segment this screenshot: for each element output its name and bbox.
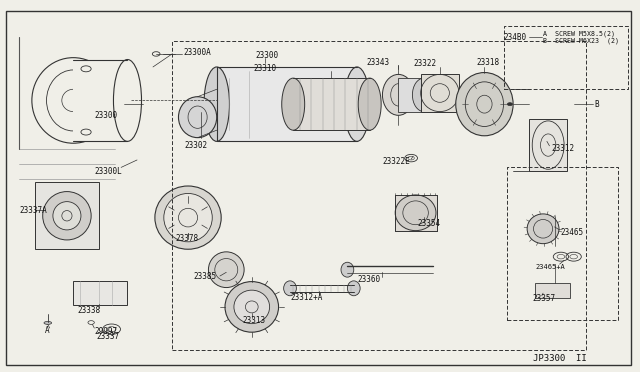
Ellipse shape xyxy=(341,262,354,277)
Text: 23310: 23310 xyxy=(253,64,277,73)
Text: 23318: 23318 xyxy=(477,58,500,67)
Text: 23343: 23343 xyxy=(367,58,390,67)
Ellipse shape xyxy=(204,67,230,141)
Text: 23313: 23313 xyxy=(242,316,266,325)
Text: A  SCREW M5X8.5(2): A SCREW M5X8.5(2) xyxy=(543,30,615,37)
Bar xyxy=(395,195,436,231)
Ellipse shape xyxy=(155,186,221,249)
Text: 234B0: 234B0 xyxy=(504,33,527,42)
Text: 23465+A: 23465+A xyxy=(536,264,565,270)
Bar xyxy=(529,119,567,171)
Ellipse shape xyxy=(44,321,52,324)
Ellipse shape xyxy=(348,281,360,296)
Text: 23312: 23312 xyxy=(551,144,575,153)
Text: 23360: 23360 xyxy=(357,275,380,284)
Ellipse shape xyxy=(344,67,370,141)
Ellipse shape xyxy=(53,202,81,230)
Bar xyxy=(398,78,424,112)
Ellipse shape xyxy=(225,282,278,332)
Ellipse shape xyxy=(43,192,91,240)
Text: 23312+A: 23312+A xyxy=(290,293,323,302)
Ellipse shape xyxy=(164,193,212,242)
Text: 23322: 23322 xyxy=(413,59,436,68)
Ellipse shape xyxy=(456,73,513,136)
Ellipse shape xyxy=(209,252,244,288)
Text: 23338: 23338 xyxy=(78,306,101,315)
Text: 23385: 23385 xyxy=(193,272,216,280)
Text: JP3300  II: JP3300 II xyxy=(532,354,586,363)
Ellipse shape xyxy=(358,78,381,130)
Ellipse shape xyxy=(284,281,296,296)
Text: 23300A: 23300A xyxy=(184,48,211,57)
Bar xyxy=(74,281,127,305)
Text: 23357: 23357 xyxy=(532,294,556,303)
Text: 23354: 23354 xyxy=(417,219,440,228)
Text: 23302: 23302 xyxy=(185,141,208,150)
Text: 23465: 23465 xyxy=(561,228,584,237)
Ellipse shape xyxy=(179,97,217,138)
Ellipse shape xyxy=(412,78,435,112)
Text: 23300: 23300 xyxy=(255,51,278,60)
Bar xyxy=(293,78,370,130)
Text: B: B xyxy=(594,100,598,109)
Ellipse shape xyxy=(527,214,559,244)
Text: B  SCREW M6X23  (2): B SCREW M6X23 (2) xyxy=(543,38,619,44)
Ellipse shape xyxy=(282,78,305,130)
Ellipse shape xyxy=(383,74,414,115)
Text: 23322E: 23322E xyxy=(383,157,410,166)
Ellipse shape xyxy=(508,103,513,106)
Text: A: A xyxy=(45,326,49,335)
Ellipse shape xyxy=(395,195,436,231)
Ellipse shape xyxy=(234,290,269,324)
Bar xyxy=(217,67,357,141)
Bar xyxy=(35,182,99,249)
Text: 23378: 23378 xyxy=(175,234,198,243)
Bar xyxy=(74,60,127,141)
Text: 29997: 29997 xyxy=(94,327,118,336)
Text: 23337A: 23337A xyxy=(19,206,47,215)
Text: 23300L: 23300L xyxy=(94,167,122,176)
Text: 23337: 23337 xyxy=(97,332,120,341)
Bar xyxy=(420,74,459,112)
Text: 23300: 23300 xyxy=(94,111,118,120)
Bar xyxy=(536,283,570,298)
